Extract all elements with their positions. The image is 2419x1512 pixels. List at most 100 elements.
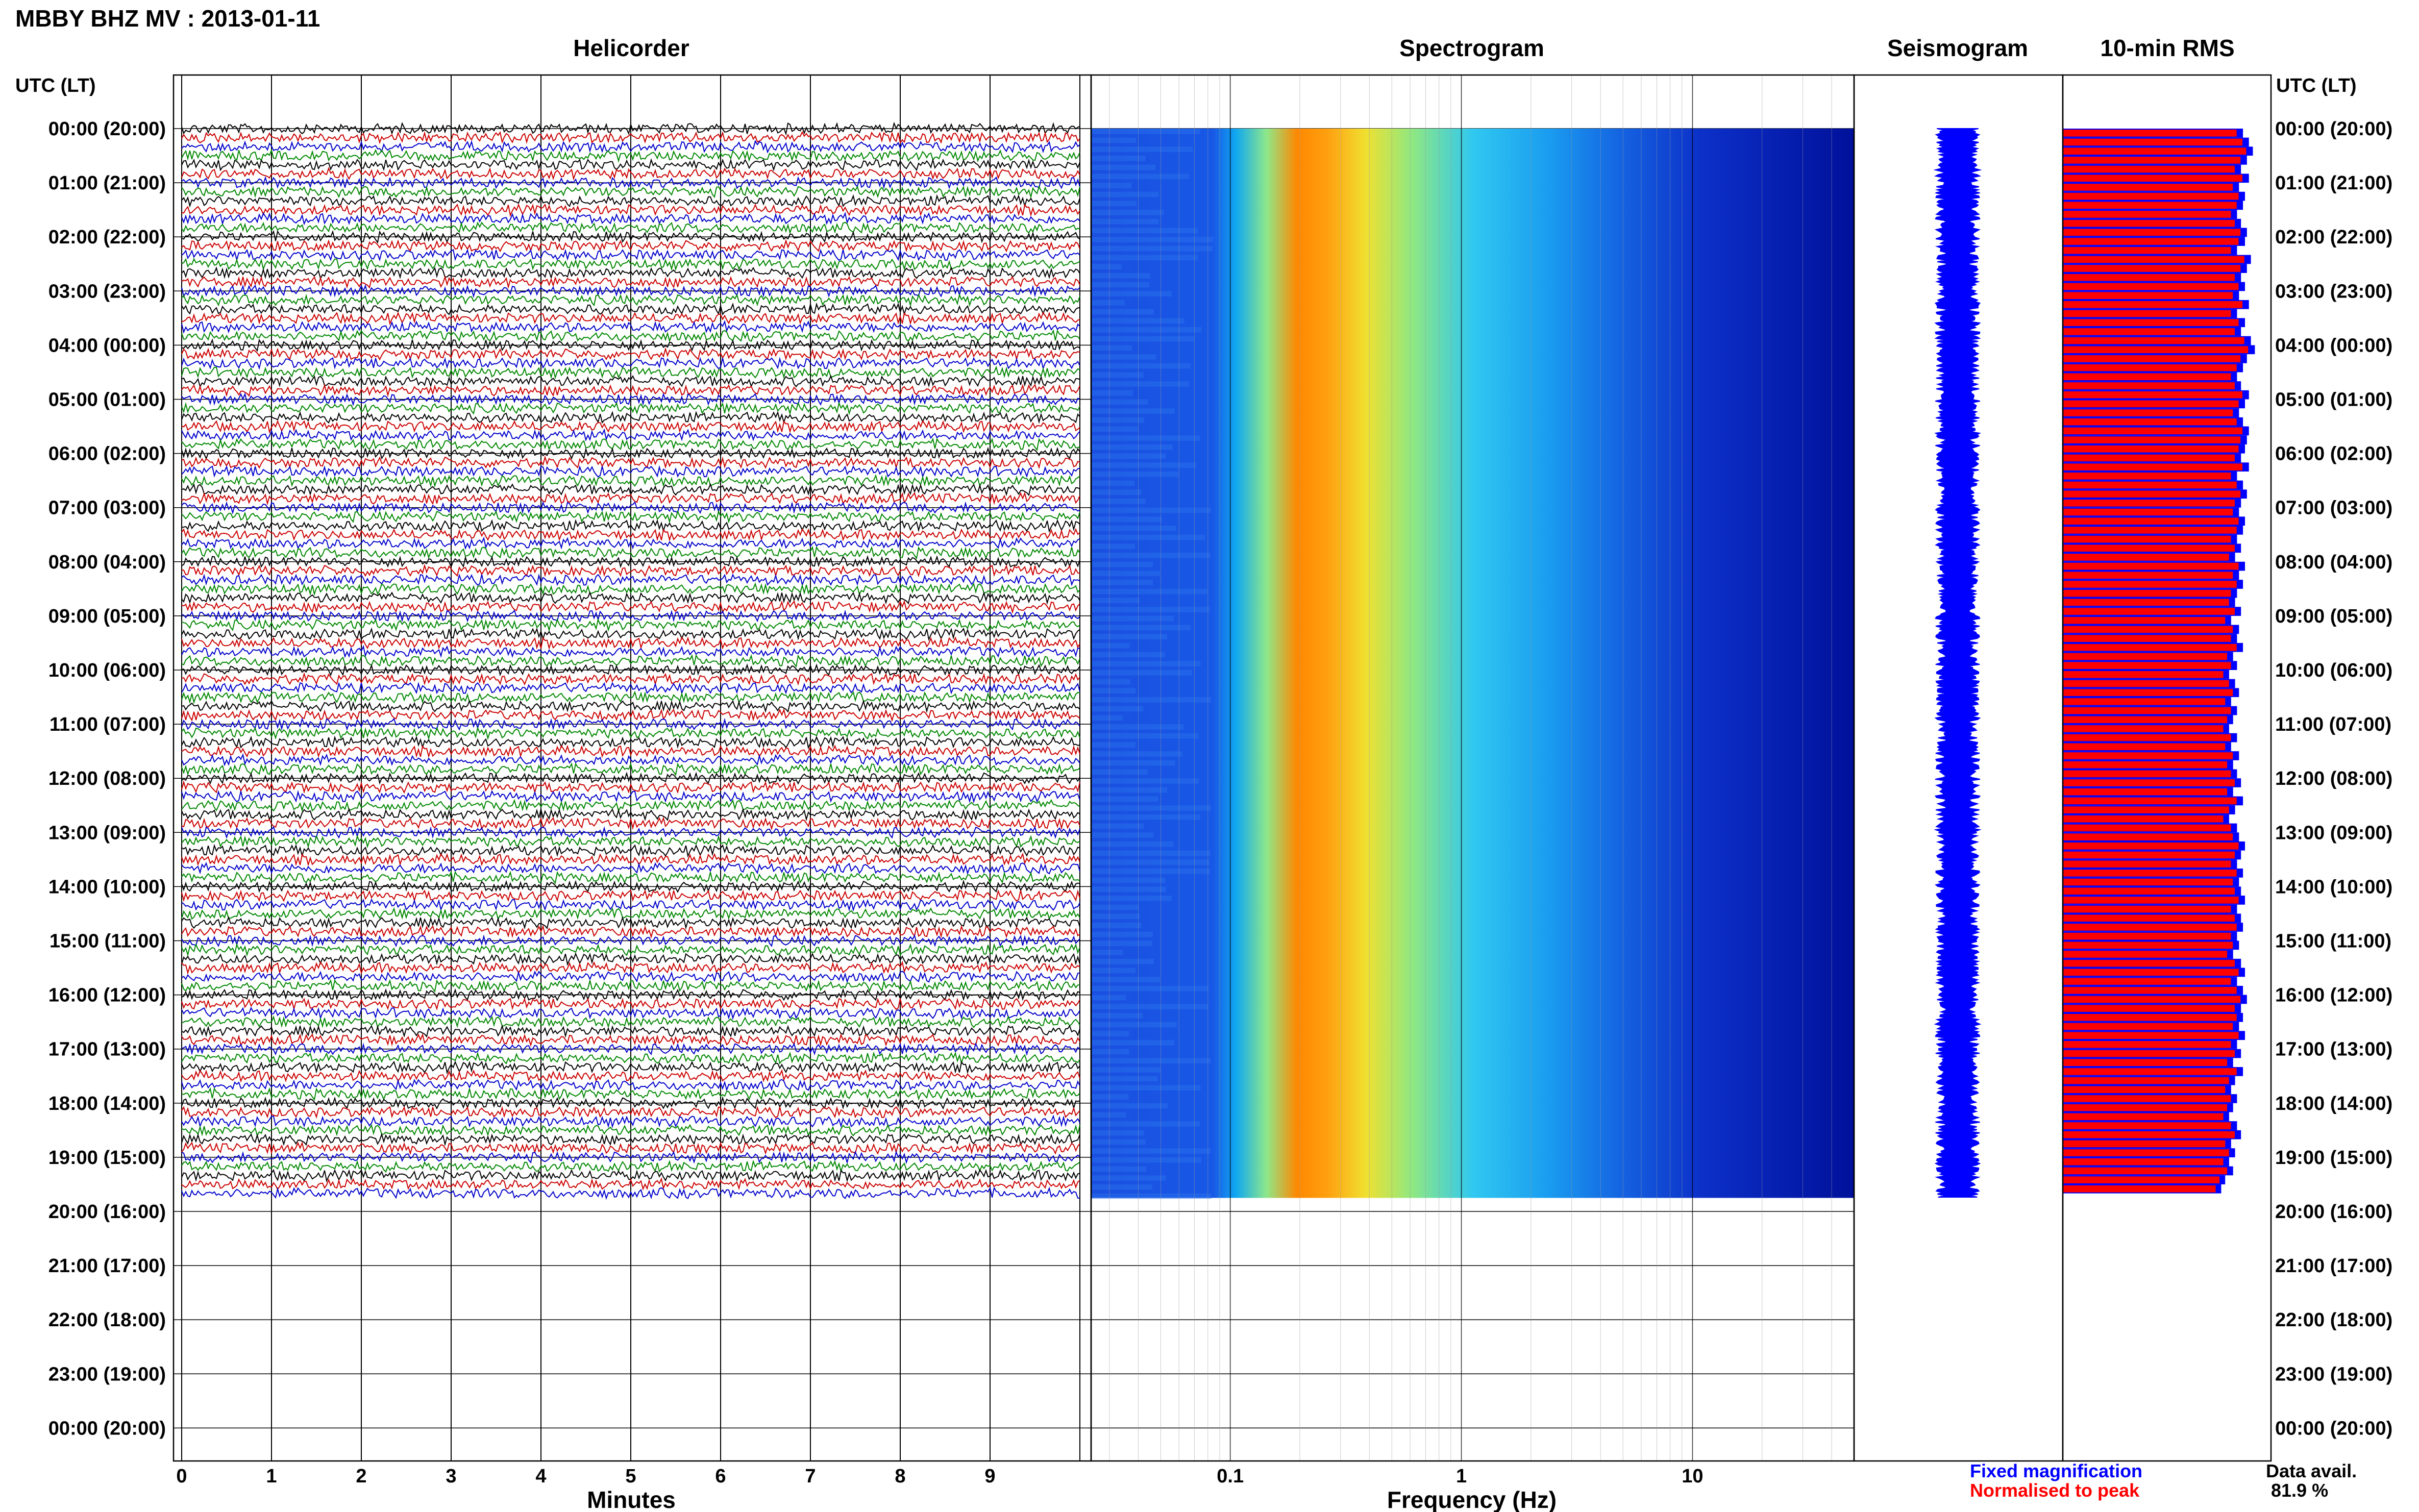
helicorder-trace [181, 320, 1080, 334]
time-label-left: 15:00 (11:00) [50, 931, 166, 952]
time-label-right: 17:00 (13:00) [2275, 1039, 2392, 1060]
spectrogram-speckle [1091, 923, 1142, 928]
spectrogram-speckle [1091, 399, 1148, 405]
rms-bar-normalised [2063, 725, 2224, 732]
rms-bar-normalised [2063, 969, 2239, 976]
helicorder-trace [181, 807, 1080, 822]
helicorder-trace [181, 447, 1080, 460]
time-label-right: 20:00 (16:00) [2275, 1201, 2392, 1223]
seismogram-panel [1933, 128, 1982, 1198]
helicorder-trace [181, 1015, 1080, 1029]
spectrogram-speckle [1091, 282, 1149, 288]
rms-bar-normalised [2063, 265, 2241, 272]
rms-bar-normalised [2063, 806, 2229, 813]
helicorder-trace [181, 745, 1080, 758]
helicorder-trace [181, 681, 1080, 695]
helicorder-trace [181, 609, 1080, 623]
helicorder-trace [181, 437, 1080, 452]
helicorder-trace [181, 555, 1080, 568]
rms-bar-normalised [2063, 418, 2237, 426]
spectrogram-tick-label: 0.1 [1217, 1466, 1244, 1487]
helicorder-trace [181, 1132, 1080, 1147]
helicorder-trace [181, 573, 1080, 587]
spectrogram-speckle [1091, 1012, 1143, 1019]
rms-bar-normalised [2063, 219, 2235, 227]
rms-bar-normalised [2063, 643, 2237, 651]
spectrogram-speckle [1091, 670, 1192, 676]
rms-bar-normalised [2063, 671, 2224, 678]
helicorder-trace [181, 1106, 1080, 1119]
rms-bar-normalised [2063, 1086, 2226, 1094]
rms-bar-normalised [2063, 1149, 2229, 1156]
helicorder-trace [181, 1024, 1080, 1038]
rms-bar-normalised [2063, 192, 2239, 200]
helicorder-trace [181, 934, 1080, 948]
spectrogram-speckle [1091, 435, 1200, 441]
spectrogram-speckle [1091, 183, 1132, 188]
spectrogram-speckle [1091, 327, 1202, 333]
spectrogram-speckle [1091, 832, 1154, 838]
rms-bar-normalised [2063, 1059, 2227, 1067]
spectrogram-speckle [1091, 760, 1175, 766]
spectrogram-speckle [1091, 363, 1191, 369]
time-label-left: 20:00 (16:00) [48, 1201, 166, 1223]
helicorder-trace [181, 1006, 1080, 1020]
spectrogram-speckle [1091, 869, 1210, 874]
data-avail-value: 81.9 % [2271, 1480, 2328, 1501]
rms-bar-normalised [2063, 941, 2233, 949]
rms-bar-normalised [2063, 959, 2235, 967]
helicorder-trace [181, 636, 1080, 650]
spectrogram-speckle [1091, 1184, 1153, 1190]
spectrogram-image [1091, 129, 1854, 1198]
helicorder-trace [181, 582, 1080, 596]
rms-bar-normalised [2063, 572, 2233, 579]
rms-bar-normalised [2063, 608, 2235, 615]
spectrogram-title: Spectrogram [1399, 35, 1544, 61]
helicorder-trace [181, 148, 1080, 163]
time-label-right: 09:00 (05:00) [2275, 606, 2392, 627]
helicorder-trace [181, 410, 1080, 425]
rms-bar-normalised [2063, 1131, 2235, 1138]
rms-bar-normalised [2063, 490, 2241, 498]
rms-bar-normalised [2063, 292, 2233, 299]
helicorder-trace [181, 257, 1080, 271]
spectrogram-speckle [1091, 228, 1198, 234]
rms-bar-normalised [2063, 770, 2231, 778]
spectrogram-speckle [1091, 480, 1135, 486]
panel-frame [2062, 74, 2272, 1462]
spectrogram-speckle [1091, 201, 1137, 207]
rms-bar-normalised [2063, 833, 2233, 840]
spectrogram-speckle [1091, 164, 1156, 170]
rms-bar-normalised [2063, 1041, 2231, 1048]
helicorder-trace [181, 428, 1080, 442]
time-label-left: 03:00 (23:00) [48, 281, 166, 302]
helicorder-trace [181, 401, 1080, 416]
rms-bar-normalised [2063, 1077, 2229, 1084]
spectrogram-speckle [1091, 841, 1174, 847]
rms-bar-normalised [2063, 535, 2231, 543]
time-label-right: 11:00 (07:00) [2275, 714, 2391, 735]
spectrogram-speckle [1091, 1121, 1200, 1127]
spectrogram-speckle [1091, 336, 1195, 342]
spectrogram-speckle [1091, 778, 1199, 784]
rms-bar-normalised [2063, 1167, 2227, 1175]
spectrogram-speckle [1091, 489, 1142, 495]
helicorder-title: Helicorder [573, 35, 689, 61]
rms-bar-normalised [2063, 1176, 2219, 1183]
time-label-left: 02:00 (22:00) [48, 227, 166, 248]
spectrogram-speckle [1091, 561, 1153, 567]
helicorder-trace [181, 889, 1080, 903]
rms-bar-normalised [2063, 589, 2231, 597]
rms-bar-normalised [2063, 527, 2237, 534]
time-label-left: 12:00 (08:00) [48, 768, 166, 789]
spectrogram-speckle [1091, 1076, 1158, 1082]
time-label-right: 14:00 (10:00) [2275, 876, 2392, 898]
spectrogram-speckle [1091, 814, 1201, 820]
helicorder-trace [181, 302, 1080, 316]
helicorder-tick-label: 4 [535, 1466, 546, 1487]
legend-normalised-to-peak: Normalised to peak [1970, 1480, 2140, 1501]
spectrogram-speckle [1091, 1058, 1211, 1063]
helicorder-trace [181, 546, 1080, 560]
spectrogram-speckle [1091, 1175, 1166, 1181]
